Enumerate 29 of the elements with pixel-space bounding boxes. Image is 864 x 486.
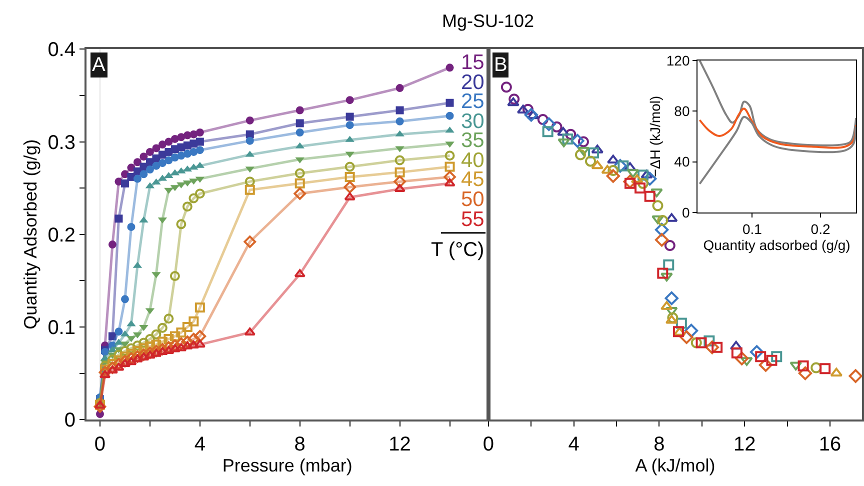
y-axis-title: −ΔH (kJ/mol) — [646, 96, 663, 178]
y-tick-label: 0.1 — [48, 316, 76, 339]
x-tick-label: 4 — [194, 433, 206, 456]
y-tick-label: 0.4 — [48, 39, 76, 62]
series-label: 50 — [461, 188, 484, 211]
x-tick-label: 12 — [388, 433, 411, 456]
y-tick-label: 120 — [666, 52, 690, 68]
x-axis-title: Pressure (mbar) — [222, 455, 352, 476]
annotation: B — [494, 54, 508, 76]
x-axis-title: Quantity adsorbed (g/g) — [703, 237, 850, 254]
y-axis-title: Quantity Adsorbed (g/g) — [20, 139, 40, 330]
chart-title: Mg-SU-102 — [442, 11, 534, 31]
y-tick-label: 0 — [682, 204, 690, 220]
legend-title: T (°C) — [431, 239, 484, 261]
y-tick-label: 0.3 — [48, 132, 76, 154]
y-tick-label: 0 — [64, 410, 76, 432]
annotation: A — [92, 54, 106, 76]
x-tick-label: 4 — [568, 433, 580, 456]
x-tick-label: 16 — [818, 433, 842, 456]
y-tick-label: 40 — [674, 154, 690, 170]
series-label: 55 — [461, 208, 484, 231]
series-label: 15 — [461, 51, 484, 74]
y-tick-label: 80 — [674, 103, 690, 120]
x-tick-label: 0 — [94, 433, 106, 456]
x-tick-label: 12 — [733, 433, 756, 456]
x-axis-title: A (kJ/mol) — [635, 455, 716, 476]
x-tick-label: 8 — [294, 433, 306, 456]
x-tick-label: 8 — [654, 433, 665, 456]
x-tick-label: 0 — [482, 433, 494, 456]
